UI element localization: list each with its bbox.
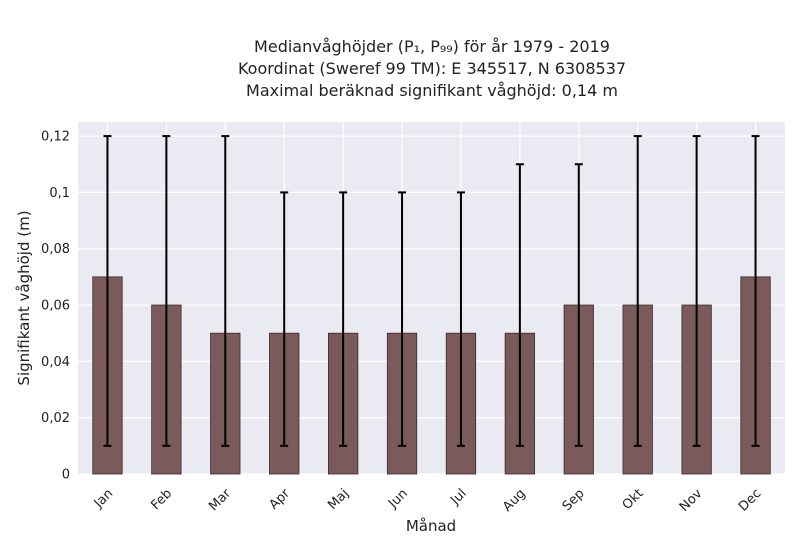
x-tick-label-okt: Okt [620, 486, 647, 513]
error-bars [103, 135, 760, 447]
y-tick-label: 0,02 [41, 411, 70, 426]
y-axis-label: Signifikant våghöjd (m) [15, 210, 33, 385]
y-tick-label: 0 [62, 468, 70, 483]
chart-title-line-1: Medianvåghöjder (P₁, P₉₉) för år 1979 - … [254, 37, 610, 56]
error-bar-jul [456, 191, 465, 447]
x-axis-label: Månad [406, 517, 456, 535]
error-bar-maj [339, 191, 348, 447]
plot-area [78, 122, 785, 474]
x-tick-label-aug: Aug [500, 486, 529, 515]
x-tick-label-feb: Feb [148, 486, 175, 513]
error-bar-nov [692, 135, 701, 447]
error-bar-jun [398, 191, 407, 447]
x-tick-label-mar: Mar [206, 486, 234, 514]
error-bar-apr [280, 191, 289, 447]
chart-title-line-3: Maximal beräknad signifikant våghöjd: 0,… [246, 81, 618, 100]
x-tick-label-sep: Sep [560, 486, 588, 514]
error-bar-jan [103, 135, 112, 447]
x-tick-label-apr: Apr [267, 486, 294, 513]
error-bar-aug [515, 163, 524, 447]
x-tick-label-maj: Maj [325, 486, 352, 513]
y-tick-label: 0,1 [49, 186, 70, 201]
y-tick-label: 0,06 [41, 299, 70, 314]
x-tick-label-dec: Dec [736, 486, 764, 514]
x-tick-label-jun: Jun [385, 486, 411, 512]
error-bar-okt [633, 135, 642, 447]
error-bar-mar [221, 135, 230, 447]
chart-title: Medianvåghöjder (P₁, P₉₉) för år 1979 - … [238, 37, 626, 100]
x-tick-label-jul: Jul [447, 486, 469, 508]
x-tick-label-nov: Nov [677, 486, 706, 515]
chart-title-line-2: Koordinat (Sweref 99 TM): E 345517, N 63… [238, 59, 626, 78]
x-tick-labels: Jan Feb Mar Apr Maj Jun Jul Aug Sep Okt Nov Dec [91, 486, 765, 515]
error-bar-sep [574, 163, 583, 447]
error-bar-feb [162, 135, 171, 447]
y-tick-label: 0,04 [41, 355, 70, 370]
y-tick-labels: 0 0,02 0,04 0,06 0,08 0,1 0,12 [41, 130, 70, 483]
y-tick-label: 0,08 [41, 242, 70, 257]
y-tick-label: 0,12 [41, 130, 70, 145]
error-bar-dec [751, 135, 760, 447]
x-tick-label-jan: Jan [91, 486, 116, 511]
